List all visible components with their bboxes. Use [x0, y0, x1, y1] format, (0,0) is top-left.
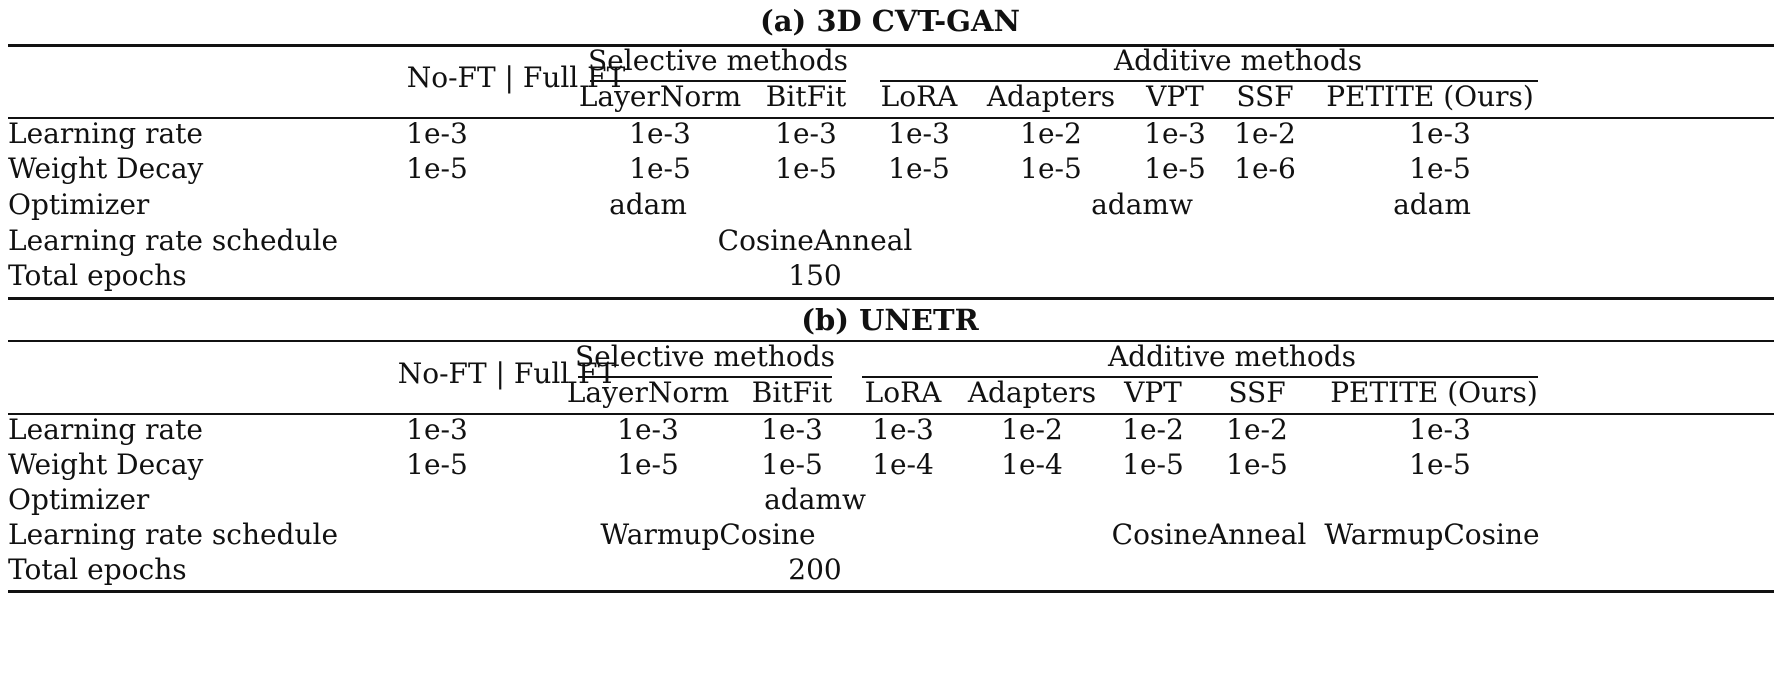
table-b-cell: 1e-2	[1001, 413, 1063, 446]
table-b-header-selective: Selective methods	[574, 340, 836, 373]
table-a-method-lora: LoRA	[880, 80, 958, 113]
table-b-cell: 1e-3	[872, 413, 934, 446]
table-a-cell: 1e-5	[1144, 152, 1206, 185]
table-a-row-label: Weight Decay	[8, 152, 204, 185]
table-a-additive-rule	[880, 80, 1538, 82]
table-b-cell: 1e-2	[1122, 413, 1184, 446]
table-a-method-petite: PETITE (Ours)	[1326, 80, 1534, 113]
table-a-method-layernorm: LayerNorm	[578, 80, 742, 113]
table-b-cell: 1e-3	[1409, 413, 1471, 446]
table-a-cell: adam	[609, 188, 687, 221]
table-b-mid-rule	[8, 413, 1774, 415]
table-b-cell: 1e-4	[1001, 448, 1063, 481]
table-a-cell: adam	[1393, 188, 1471, 221]
table-a-method-ssf: SSF	[1236, 80, 1294, 113]
table-a-row-label: Total epochs	[8, 259, 187, 292]
table-b-row-label: Optimizer	[8, 483, 150, 516]
table-a-cell: 1e-5	[775, 152, 837, 185]
table-b-cell: 200	[788, 553, 842, 586]
table-a-cell: 1e-5	[1409, 152, 1471, 185]
table-b-cell: 1e-5	[1409, 448, 1471, 481]
table-a-cell: 1e-2	[1234, 117, 1296, 150]
table-a-cell: 1e-3	[1409, 117, 1471, 150]
table-b-cell: 1e-3	[617, 413, 679, 446]
table-b-method-bitfit: BitFit	[751, 376, 833, 409]
table-a-top-rule	[8, 44, 1774, 47]
table-a-title: (a) 3D CVT-GAN	[760, 4, 1020, 38]
table-b-method-lora: LoRA	[864, 376, 942, 409]
table-b-additive-rule	[862, 376, 1538, 378]
table-a-cell: 150	[788, 259, 842, 292]
table-b-selective-rule	[578, 376, 832, 378]
table-b-top-rule	[8, 340, 1774, 342]
table-a-cell: 1e-3	[1144, 117, 1206, 150]
table-b-cell: WarmupCosine	[1324, 518, 1540, 551]
table-b-header-noft: No-FT | Full FT	[397, 357, 617, 390]
table-b-row-label: Learning rate	[8, 413, 203, 446]
table-b-cell: 1e-4	[872, 448, 934, 481]
table-a-header-additive: Additive methods	[1113, 44, 1363, 77]
table-a-row-label: Optimizer	[8, 188, 150, 221]
table-b-cell: 1e-5	[761, 448, 823, 481]
table-a-mid-rule	[8, 117, 1774, 119]
table-a-cell: 1e-5	[1020, 152, 1082, 185]
table-a-cell: 1e-5	[629, 152, 691, 185]
table-a-cell: 1e-5	[406, 152, 468, 185]
table-a-method-vpt: VPT	[1146, 80, 1204, 113]
table-a-cell: 1e-3	[629, 117, 691, 150]
table-b-row-label: Learning rate schedule	[8, 518, 339, 551]
table-a-cell: 1e-3	[406, 117, 468, 150]
table-b-cell: 1e-3	[406, 413, 468, 446]
table-b-method-layernorm: LayerNorm	[566, 376, 730, 409]
table-a-header-selective: Selective methods	[587, 44, 849, 77]
table-a-cell: 1e-3	[775, 117, 837, 150]
table-b-cell: adamw	[764, 483, 866, 516]
table-a-row-label: Learning rate	[8, 117, 203, 150]
table-a-selective-rule	[590, 80, 846, 82]
table-a-bottom-rule	[8, 297, 1774, 300]
table-a-method-adapters: Adapters	[986, 80, 1116, 113]
table-b-cell: CosineAnneal	[1111, 518, 1307, 551]
table-a-cell: adamw	[1091, 188, 1193, 221]
table-b-row-label: Weight Decay	[8, 448, 204, 481]
table-a-cell: 1e-3	[888, 117, 950, 150]
table-a-method-bitfit: BitFit	[765, 80, 847, 113]
table-a-row-label: Learning rate schedule	[8, 224, 339, 257]
table-b-row-label: Total epochs	[8, 553, 187, 586]
table-b-cell: 1e-5	[406, 448, 468, 481]
table-b-method-vpt: VPT	[1124, 376, 1182, 409]
table-b-cell: 1e-3	[761, 413, 823, 446]
table-a-cell: 1e-2	[1020, 117, 1082, 150]
table-b-method-petite: PETITE (Ours)	[1330, 376, 1538, 409]
table-b-bottom-rule	[8, 590, 1774, 593]
table-b-title: (b) UNETR	[801, 303, 979, 337]
table-b-method-adapters: Adapters	[967, 376, 1097, 409]
table-b-cell: 1e-5	[1226, 448, 1288, 481]
table-b-cell: 1e-2	[1226, 413, 1288, 446]
table-b-cell: WarmupCosine	[600, 518, 816, 551]
table-a-header-noft: No-FT | Full FT	[406, 61, 626, 94]
table-b-header-additive: Additive methods	[1107, 340, 1357, 373]
table-a-cell: 1e-5	[888, 152, 950, 185]
table-b-cell: 1e-5	[617, 448, 679, 481]
table-b-cell: 1e-5	[1122, 448, 1184, 481]
table-a-cell: 1e-6	[1234, 152, 1296, 185]
table-b-method-ssf: SSF	[1228, 376, 1286, 409]
table-a-cell: CosineAnneal	[717, 224, 913, 257]
